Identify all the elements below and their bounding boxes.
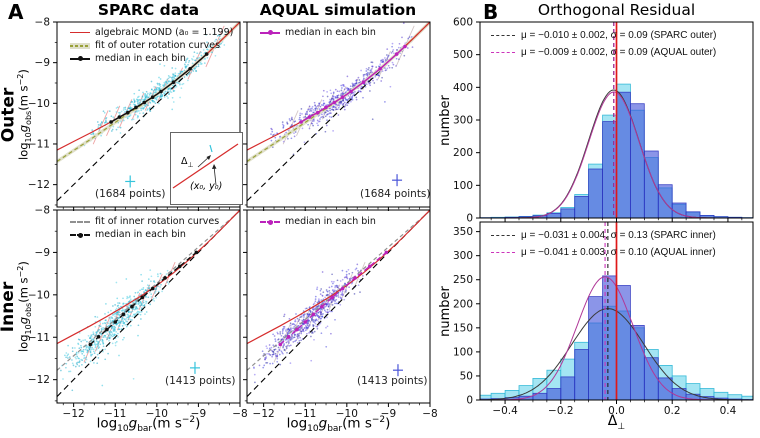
svg-text:−11: −11 bbox=[294, 408, 316, 420]
svg-text:300: 300 bbox=[453, 115, 473, 127]
svg-text:50: 50 bbox=[460, 370, 473, 382]
svg-text:−12: −12 bbox=[28, 374, 50, 386]
svg-text:100: 100 bbox=[453, 180, 473, 192]
svg-text:−10: −10 bbox=[28, 289, 50, 301]
legend-residual-outer: μ = −0.010 ± 0.002, σ = 0.09 (SPARC oute… bbox=[491, 27, 716, 61]
svg-text:400: 400 bbox=[453, 82, 473, 94]
title-orthogonal-residual: Orthogonal Residual bbox=[537, 1, 696, 19]
legend-item-median: median in each bin bbox=[260, 215, 376, 228]
median-line-swatch bbox=[260, 29, 280, 35]
sparc-mean-swatch bbox=[491, 35, 515, 36]
svg-text:−12: −12 bbox=[28, 179, 50, 191]
svg-text:−12: −12 bbox=[63, 408, 85, 420]
legend-item-median: median in each bin bbox=[260, 26, 376, 39]
svg-text:−0.2: −0.2 bbox=[548, 405, 574, 417]
y-axis-label-number-bottom: number bbox=[437, 285, 453, 337]
svg-text:−8: −8 bbox=[35, 17, 50, 29]
svg-text:200: 200 bbox=[453, 298, 473, 310]
svg-text:−8: −8 bbox=[35, 205, 50, 217]
inset-diagram bbox=[172, 143, 239, 189]
legend-item-mond: algebraic MOND (a₀ = 1.199) bbox=[70, 26, 233, 39]
row-label-outer: Outer bbox=[0, 87, 19, 142]
svg-text:350: 350 bbox=[453, 226, 473, 238]
aqual-mean-swatch bbox=[491, 52, 515, 53]
median-line-swatch bbox=[260, 219, 280, 225]
title-aqual-simulation: AQUAL simulation bbox=[259, 1, 417, 19]
svg-text:−8: −8 bbox=[232, 408, 247, 420]
svg-text:500: 500 bbox=[453, 49, 473, 61]
svg-text:200: 200 bbox=[453, 147, 473, 159]
legend-aqual-outer: median in each bin bbox=[260, 26, 376, 39]
sparc-outer-plot: −8 −9 −10 −11 −12 bbox=[28, 17, 241, 211]
svg-text:150: 150 bbox=[453, 322, 473, 334]
legend-item-sparc-outer-stats: μ = −0.010 ± 0.002, σ = 0.09 (SPARC oute… bbox=[491, 27, 716, 44]
residual-definition-inset: Δ⊥ (x₀, y₀) bbox=[170, 132, 243, 205]
legend-aqual-inner: median in each bin bbox=[260, 215, 376, 228]
legend-item-outer-fit: fit of outer rotation curves bbox=[70, 39, 233, 52]
legend-item-inner-fit: fit of inner rotation curves bbox=[70, 215, 219, 228]
svg-text:0.0: 0.0 bbox=[608, 405, 625, 417]
legend-item-aqual-outer-stats: μ = −0.009 ± 0.002, σ = 0.09 (AQUAL oute… bbox=[491, 44, 716, 61]
panel-b-label: B bbox=[483, 0, 499, 24]
inner-fit-swatch bbox=[70, 220, 90, 223]
residual-histogram-outer: 0 100 200 300 400 500 600 bbox=[453, 17, 754, 225]
residual-histogram-inner: −0.4 −0.2 0.0 0.2 0.4 0 50 100 150 200 250 300 350 bbox=[453, 221, 754, 417]
point-count-sparc-outer: (1684 points) bbox=[95, 188, 166, 200]
svg-text:−9: −9 bbox=[35, 57, 50, 69]
legend-item-median: median in each bin bbox=[70, 52, 233, 65]
sparc-inner-plot: −12 −11 −10 −9 −8 −8 −9 −10 −11 −12 bbox=[28, 205, 248, 421]
point-count-sparc-inner: (1413 points) bbox=[165, 375, 236, 387]
panel-a-label: A bbox=[8, 0, 24, 24]
aqual-outer-plot bbox=[243, 21, 431, 211]
svg-text:−10: −10 bbox=[28, 98, 50, 110]
legend-item-aqual-inner-stats: μ = −0.041 ± 0.003, σ = 0.10 (AQUAL inne… bbox=[491, 244, 716, 261]
svg-text:100: 100 bbox=[453, 346, 473, 358]
sparc-mean-swatch bbox=[491, 235, 515, 236]
title-sparc-data: SPARC data bbox=[97, 1, 200, 19]
svg-text:−10: −10 bbox=[336, 408, 358, 420]
svg-text:−11: −11 bbox=[28, 138, 50, 150]
svg-text:−12: −12 bbox=[253, 408, 275, 420]
svg-text:−11: −11 bbox=[28, 332, 50, 344]
legend-item-median: median in each bin bbox=[70, 228, 219, 241]
legend-sparc-inner: fit of inner rotation curves median in e… bbox=[70, 215, 219, 241]
row-label-inner: Inner bbox=[0, 281, 19, 332]
aqual-mean-swatch bbox=[491, 252, 515, 253]
svg-text:−11: −11 bbox=[104, 408, 126, 420]
svg-text:−10: −10 bbox=[146, 408, 168, 420]
median-line-swatch bbox=[70, 232, 90, 238]
svg-text:250: 250 bbox=[453, 274, 473, 286]
svg-text:−0.4: −0.4 bbox=[492, 405, 518, 417]
svg-text:0.4: 0.4 bbox=[720, 405, 737, 417]
svg-text:−9: −9 bbox=[381, 408, 396, 420]
x-axis-label-sparc: log10gbar(m s−2) bbox=[96, 415, 201, 435]
svg-text:−8: −8 bbox=[422, 408, 437, 420]
y-axis-label-number-top: number bbox=[437, 94, 453, 146]
median-line-swatch bbox=[70, 55, 90, 61]
x-axis-label-aqual: log10gbar(m s−2) bbox=[286, 415, 391, 435]
svg-text:−9: −9 bbox=[191, 408, 206, 420]
legend-item-sparc-inner-stats: μ = −0.031 ± 0.004, σ = 0.13 (SPARC inne… bbox=[491, 227, 716, 244]
inset-point-label: (x₀, y₀) bbox=[190, 181, 223, 192]
svg-text:−9: −9 bbox=[35, 247, 50, 259]
outer-fit-swatch bbox=[70, 42, 90, 49]
svg-text:300: 300 bbox=[453, 250, 473, 262]
mond-line-swatch bbox=[70, 32, 90, 33]
svg-text:0: 0 bbox=[466, 213, 473, 225]
point-count-aqual-outer: (1684 points) bbox=[360, 188, 431, 200]
aqual-inner-plot: −12 −11 −10 −9 −8 bbox=[243, 209, 438, 420]
legend-sparc-outer: algebraic MOND (a₀ = 1.199) fit of outer… bbox=[70, 26, 233, 65]
inset-delta-perp-label: Δ⊥ bbox=[181, 156, 194, 169]
legend-residual-inner: μ = −0.031 ± 0.004, σ = 0.13 (SPARC inne… bbox=[491, 227, 716, 261]
svg-text:600: 600 bbox=[453, 17, 473, 29]
x-axis-label-residual: Δ⊥ bbox=[607, 413, 626, 432]
svg-text:0.2: 0.2 bbox=[664, 405, 681, 417]
svg-text:0: 0 bbox=[466, 395, 473, 407]
point-count-aqual-inner: (1413 points) bbox=[357, 375, 428, 387]
